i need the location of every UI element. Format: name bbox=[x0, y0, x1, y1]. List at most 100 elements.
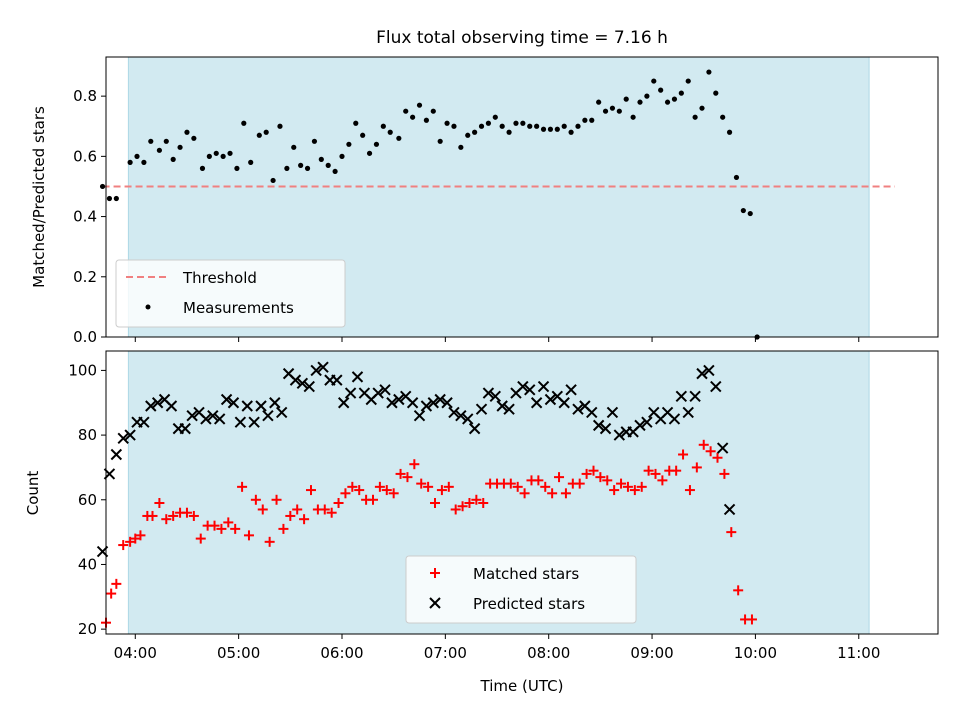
measurement-point bbox=[534, 123, 540, 129]
predicted-star-point bbox=[338, 397, 350, 409]
matched-star-point bbox=[395, 468, 406, 479]
matched-star-point bbox=[595, 472, 606, 483]
measurement-point bbox=[298, 162, 304, 168]
bottom-panel: 04:00 05:00 06:00 07:00 08:00 09:00 10:00 11:00… bbox=[24, 350, 939, 695]
measurement-point bbox=[234, 165, 240, 171]
matched-star-point bbox=[154, 498, 165, 509]
predicted-star-point bbox=[372, 387, 384, 399]
matched-star-point bbox=[230, 523, 241, 534]
matched-star-point bbox=[554, 472, 565, 483]
measurement-point bbox=[430, 108, 436, 114]
legend-predicted-marker bbox=[429, 597, 441, 609]
x-tick-label: 05:00 bbox=[217, 644, 260, 662]
matched-star-point bbox=[374, 481, 385, 492]
matched-star-point bbox=[195, 533, 206, 544]
matched-star-point bbox=[691, 462, 702, 473]
matched-star-point bbox=[130, 533, 141, 544]
measurement-point bbox=[492, 114, 498, 120]
matched-star-point bbox=[671, 465, 682, 476]
measurement-point bbox=[170, 156, 176, 162]
measurement-point bbox=[733, 174, 740, 181]
matched-star-point bbox=[147, 510, 158, 521]
measurement-point bbox=[513, 120, 519, 126]
measurement-point bbox=[227, 150, 233, 156]
bottom-legend-box bbox=[405, 555, 637, 624]
matched-star-point bbox=[678, 449, 689, 460]
y-tick-label: 0.8 bbox=[73, 87, 97, 105]
legend-matched-label: Matched stars bbox=[473, 565, 579, 583]
measurement-point bbox=[554, 126, 560, 132]
bottom-legend: Matched stars Predicted stars bbox=[405, 555, 637, 624]
matched-star-point bbox=[471, 494, 482, 505]
measurement-point bbox=[706, 69, 712, 75]
matched-star-point bbox=[629, 485, 640, 496]
y-tick-label: 60 bbox=[78, 491, 97, 509]
measurement-point bbox=[199, 165, 206, 171]
matched-star-point bbox=[712, 452, 723, 463]
measurement-point bbox=[220, 153, 226, 159]
measurement-point bbox=[304, 165, 311, 171]
matched-star-point bbox=[135, 530, 146, 541]
measurement-point bbox=[99, 183, 106, 190]
measurement-point bbox=[540, 126, 547, 132]
predicted-star-point bbox=[716, 442, 729, 454]
predicted-star-point bbox=[138, 416, 150, 428]
measurement-point bbox=[561, 123, 567, 129]
predicted-star-point bbox=[255, 400, 267, 412]
predicted-star-point bbox=[544, 393, 557, 406]
bottom-panel-ticks: 04:00 05:00 06:00 07:00 08:00 09:00 10:00 11:00… bbox=[68, 361, 880, 662]
matched-star-point bbox=[430, 498, 441, 509]
predicted-star-point bbox=[275, 406, 288, 419]
matched-star-point bbox=[292, 504, 303, 515]
predicted-star-point bbox=[241, 400, 253, 412]
measurement-point bbox=[387, 129, 393, 135]
matched-star-point bbox=[726, 527, 737, 538]
predicted-star-point bbox=[317, 361, 329, 373]
predicted-star-point bbox=[262, 409, 274, 422]
predicted-star-point bbox=[675, 390, 688, 402]
predicted-star-point bbox=[289, 374, 302, 386]
measurement-point bbox=[451, 123, 457, 129]
measurement-point bbox=[444, 120, 450, 126]
matched-star-point bbox=[616, 478, 627, 489]
measurement-point bbox=[241, 120, 247, 126]
measurement-point bbox=[589, 117, 595, 123]
measurement-point bbox=[270, 177, 276, 184]
matched-star-point bbox=[505, 478, 516, 489]
matched-star-point bbox=[650, 468, 661, 479]
measurement-point bbox=[191, 135, 197, 141]
measurement-point bbox=[184, 129, 190, 135]
x-tick-label: 04:00 bbox=[114, 644, 157, 662]
measurement-point bbox=[360, 132, 366, 138]
predicted-star-point bbox=[537, 380, 550, 393]
matched-star-point bbox=[684, 485, 695, 496]
predicted-star-point bbox=[386, 397, 398, 409]
measurement-point bbox=[410, 114, 416, 120]
predicted-star-point bbox=[296, 377, 309, 390]
measurement-point bbox=[134, 153, 140, 159]
matched-star-point bbox=[457, 501, 468, 512]
matched-star-point bbox=[423, 481, 434, 492]
matched-star-point bbox=[643, 465, 654, 476]
measurement-point bbox=[478, 123, 485, 129]
predicted-star-point bbox=[220, 393, 233, 406]
predicted-star-point bbox=[592, 419, 605, 432]
measurement-point bbox=[163, 138, 169, 144]
predicted-star-point bbox=[413, 409, 426, 422]
measurement-point bbox=[506, 129, 512, 135]
matched-star-point bbox=[278, 523, 289, 534]
measurement-point bbox=[458, 144, 464, 150]
predicted-star-point bbox=[689, 390, 701, 402]
y-tick-label: 80 bbox=[78, 426, 97, 444]
measurement-point bbox=[692, 114, 698, 120]
predicted-star-point bbox=[145, 400, 157, 412]
matched-star-point bbox=[636, 481, 647, 492]
measurement-point bbox=[148, 138, 154, 144]
y-tick-label: 100 bbox=[68, 361, 97, 379]
figure-title: Flux total observing time = 7.16 h bbox=[376, 28, 668, 48]
measurement-point bbox=[403, 108, 409, 114]
matched-star-point bbox=[698, 439, 709, 450]
matched-star-point bbox=[216, 523, 227, 534]
measurement-point bbox=[346, 141, 352, 147]
legend-predicted-label: Predicted stars bbox=[473, 595, 585, 613]
